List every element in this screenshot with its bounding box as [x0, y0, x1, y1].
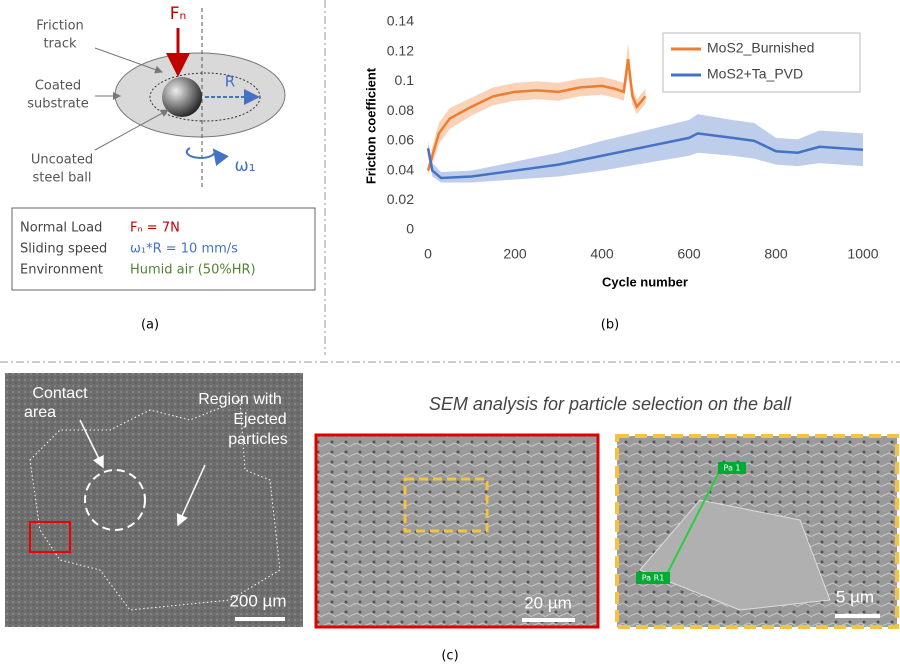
- scale-label: 200 µm: [229, 591, 286, 610]
- y-tick-label: 0.1: [395, 72, 415, 88]
- label: Friction: [36, 19, 84, 34]
- condition-value: ω₁*R = 10 mm/s: [130, 242, 238, 257]
- omega-label: ω₁: [234, 156, 255, 176]
- label: steel ball: [32, 171, 91, 186]
- label: substrate: [27, 97, 89, 112]
- x-tick-label: 1000: [847, 246, 878, 262]
- label: Coated: [35, 79, 81, 94]
- caption: (b): [601, 318, 619, 333]
- radius-label: R: [225, 73, 235, 91]
- y-tick-label: 0.14: [387, 13, 414, 29]
- caption: (a): [141, 318, 159, 333]
- sem-panel: Contact area Region with Ejected particl…: [5, 373, 897, 664]
- diagram: Friction track Coated substrate Uncoated…: [12, 4, 315, 333]
- force-label: Fₙ: [170, 4, 187, 24]
- label: Uncoated: [31, 153, 93, 168]
- y-tick-label: 0.04: [387, 161, 414, 177]
- legend-label: MoS2_Burnished: [707, 40, 814, 56]
- y-tick-label: 0.08: [387, 102, 414, 118]
- error-band: [428, 114, 863, 182]
- condition-value: Fₙ = 7N: [130, 221, 180, 236]
- condition-label: Normal Load: [20, 221, 102, 236]
- caption: (c): [441, 649, 458, 664]
- annotation: particles: [228, 431, 288, 448]
- sem-title: SEM analysis for particle selection on t…: [429, 394, 792, 414]
- annotation: Contact: [32, 385, 88, 402]
- scale-label: 20 µm: [524, 593, 572, 612]
- scale-label: 5 µm: [836, 587, 874, 606]
- marker-label: Pa 1: [724, 464, 741, 473]
- x-tick-label: 200: [503, 246, 527, 262]
- y-axis-label: Friction coefficient: [363, 67, 378, 184]
- condition-label: Sliding speed: [20, 242, 107, 257]
- legend-label: MoS2+Ta_PVD: [707, 66, 803, 82]
- annotation: Region with: [198, 391, 282, 408]
- y-tick-label: 0.02: [387, 191, 414, 207]
- y-tick-label: 0.12: [387, 42, 414, 58]
- x-tick-label: 800: [764, 246, 788, 262]
- annotation: area: [24, 404, 56, 421]
- x-tick-label: 0: [424, 246, 432, 262]
- condition-label: Environment: [20, 263, 103, 278]
- x-tick-label: 400: [590, 246, 614, 262]
- chart: Friction coefficient Cycle number (b) 00…: [363, 13, 878, 333]
- condition-value: Humid air (50%HR): [130, 263, 256, 278]
- label: track: [43, 37, 77, 52]
- figure: Friction track Coated substrate Uncoated…: [0, 0, 900, 671]
- y-tick-label: 0: [406, 221, 414, 237]
- x-axis-label: Cycle number: [602, 274, 688, 289]
- marker-label: Pa R1: [642, 574, 665, 583]
- annotation: Ejected: [233, 411, 286, 428]
- y-tick-label: 0.06: [387, 132, 414, 148]
- x-tick-label: 600: [677, 246, 701, 262]
